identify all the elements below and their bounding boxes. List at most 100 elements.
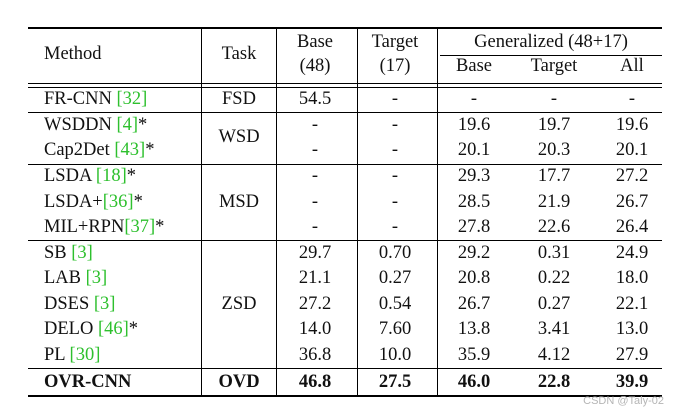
- gen-base-cell: 35.9: [457, 345, 491, 365]
- gen-target-cell: 0.31: [537, 243, 571, 263]
- target-cell: 27.5: [378, 372, 412, 392]
- gen-target-cell: 3.41: [537, 319, 571, 339]
- task-label: FSD: [222, 89, 256, 109]
- task-label: ZSD: [221, 294, 257, 314]
- gen-all-cell: 27.9: [615, 345, 649, 365]
- target-cell: -: [391, 89, 399, 109]
- citation-link[interactable]: [30]: [69, 345, 101, 365]
- method-cell: SB [3]: [44, 243, 93, 263]
- citation-link[interactable]: [37]: [124, 217, 156, 237]
- base-cell: 21.1: [298, 268, 332, 288]
- gen-base-cell: 13.8: [457, 319, 491, 339]
- group-rule-5: [28, 368, 662, 369]
- col-sep-2: [276, 28, 277, 396]
- task-label: WSD: [218, 127, 260, 147]
- citation-link[interactable]: [3]: [85, 268, 108, 288]
- base-cell: 54.5: [298, 89, 332, 109]
- gen-all-cell: 26.4: [615, 217, 649, 237]
- target-cell: -: [391, 140, 399, 160]
- gen-all-cell: 20.1: [615, 140, 649, 160]
- bottom-rule: [28, 395, 662, 397]
- gen-target-cell: -: [550, 89, 558, 109]
- group-rule-4: [28, 240, 662, 241]
- citation-link[interactable]: [18]: [95, 166, 127, 186]
- citation-link[interactable]: [3]: [93, 294, 116, 314]
- base-cell: 14.0: [298, 319, 332, 339]
- gen-target-cell: 0.27: [537, 294, 571, 314]
- gen-base-cell: 27.8: [457, 217, 491, 237]
- target-cell: 0.54: [378, 294, 412, 314]
- gen-base-cell: 20.1: [457, 140, 491, 160]
- base-cell: 36.8: [298, 345, 332, 365]
- citation-link[interactable]: [3]: [71, 243, 93, 263]
- task-label: OVD: [218, 372, 260, 392]
- gen-target-cell: 21.9: [537, 192, 571, 212]
- gen-target-cell: 22.8: [537, 372, 571, 392]
- gen-target-cell: 17.7: [537, 166, 571, 186]
- gen-target-cell: 20.3: [537, 140, 571, 160]
- method-cell: PL [30]: [44, 345, 101, 365]
- header-generalized: Generalized (48+17): [474, 32, 628, 52]
- gen-all-cell: 22.1: [615, 294, 649, 314]
- gen-all-cell: 26.7: [615, 192, 649, 212]
- header-gen-all: All: [620, 56, 644, 76]
- gen-target-cell: 22.6: [537, 217, 571, 237]
- gen-target-cell: 0.22: [537, 268, 571, 288]
- watermark: CSDN @Taly-02: [583, 395, 664, 407]
- citation-link[interactable]: [43]: [114, 140, 146, 160]
- header-method: Method: [44, 44, 102, 64]
- group-rule-2: [28, 112, 662, 113]
- method-cell: Cap2Det [43]*: [44, 140, 155, 160]
- gen-all-cell: -: [628, 89, 636, 109]
- col-sep-4: [437, 28, 438, 396]
- method-cell: LSDA [18]*: [44, 166, 136, 186]
- target-cell: 0.70: [378, 243, 412, 263]
- gen-base-cell: 29.2: [457, 243, 491, 263]
- task-label: MSD: [218, 192, 260, 212]
- gen-base-cell: 26.7: [457, 294, 491, 314]
- base-cell: -: [311, 192, 319, 212]
- base-cell: -: [311, 115, 319, 135]
- citation-link[interactable]: [4]: [116, 115, 139, 135]
- gen-all-cell: 39.9: [615, 372, 649, 392]
- citation-link[interactable]: [46]: [97, 319, 129, 339]
- target-cell: -: [391, 115, 399, 135]
- gen-all-cell: 19.6: [615, 115, 649, 135]
- gen-base-cell: 29.3: [457, 166, 491, 186]
- gen-all-cell: 18.0: [615, 268, 649, 288]
- gen-base-cell: -: [470, 89, 478, 109]
- group-rule-3: [28, 164, 662, 165]
- gen-base-cell: 28.5: [457, 192, 491, 212]
- method-cell: WSDDN [4]*: [44, 115, 148, 135]
- gen-target-cell: 19.7: [537, 115, 571, 135]
- base-cell: -: [311, 217, 319, 237]
- base-cell: 29.7: [298, 243, 332, 263]
- target-cell: -: [391, 166, 399, 186]
- target-cell: -: [391, 217, 399, 237]
- top-rule: [28, 27, 662, 29]
- method-cell: MIL+RPN[37]*: [44, 217, 165, 237]
- target-cell: -: [391, 192, 399, 212]
- gen-target-cell: 4.12: [537, 345, 571, 365]
- base-cell: -: [311, 140, 319, 160]
- base-cell: 46.8: [298, 372, 332, 392]
- method-cell: DELO [46]*: [44, 319, 139, 339]
- gen-base-cell: 19.6: [457, 115, 491, 135]
- header-gen-base: Base: [456, 56, 492, 76]
- header-task: Task: [221, 44, 257, 64]
- method-cell: LSDA+[36]*: [44, 192, 143, 212]
- header-target-bottom: (17): [379, 56, 411, 76]
- method-cell: FR-CNN [32]: [44, 89, 148, 109]
- base-cell: -: [311, 166, 319, 186]
- gen-all-cell: 13.0: [615, 319, 649, 339]
- col-sep-3: [357, 28, 358, 396]
- gen-all-cell: 27.2: [615, 166, 649, 186]
- gen-all-cell: 24.9: [615, 243, 649, 263]
- citation-link[interactable]: [36]: [102, 192, 134, 212]
- group-rule-1: [28, 87, 662, 88]
- method-cell: LAB [3]: [44, 268, 108, 288]
- method-cell: OVR-CNN: [44, 372, 132, 392]
- gen-base-cell: 20.8: [457, 268, 491, 288]
- header-gen-target: Target: [530, 56, 578, 76]
- citation-link[interactable]: [32]: [116, 89, 148, 109]
